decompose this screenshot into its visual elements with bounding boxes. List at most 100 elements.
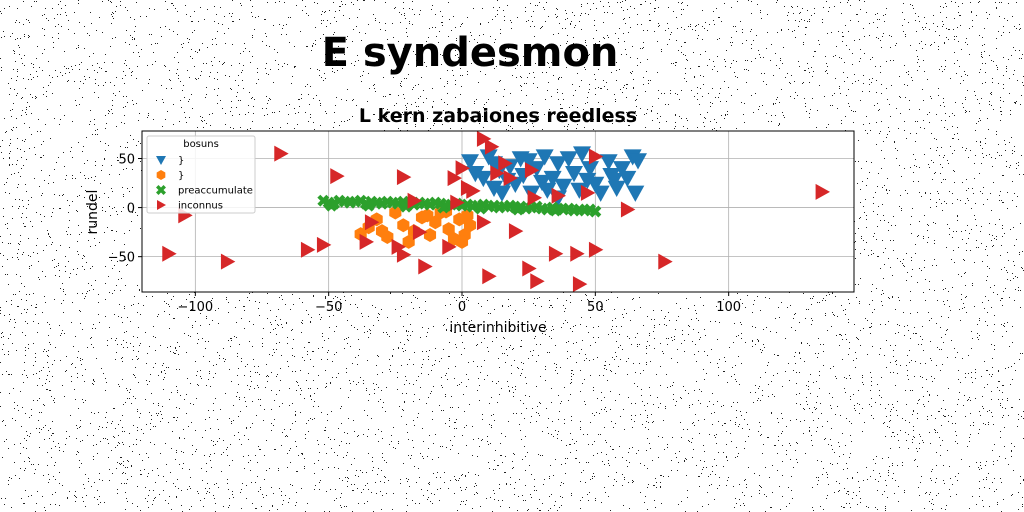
data-point xyxy=(397,218,410,233)
data-point xyxy=(412,224,428,241)
data-point xyxy=(572,276,588,293)
data-point xyxy=(815,183,830,200)
legend-label: preaccumulate xyxy=(178,186,253,197)
legend-entry: } xyxy=(156,170,184,182)
data-point xyxy=(359,233,374,250)
data-point xyxy=(442,238,457,255)
legend-label: inconnus xyxy=(178,201,223,212)
data-point xyxy=(447,170,462,187)
data-point xyxy=(613,161,631,178)
legend-marker xyxy=(156,185,166,195)
x-tick-label: 50 xyxy=(587,300,604,315)
data-point xyxy=(389,205,402,220)
legend-marker xyxy=(156,170,166,180)
data-point xyxy=(493,185,511,202)
data-point xyxy=(549,156,567,173)
data-point xyxy=(618,170,637,188)
y-tick-label: 0 xyxy=(127,202,135,217)
data-point xyxy=(543,170,562,188)
data-point xyxy=(466,182,481,199)
data-point xyxy=(549,204,562,217)
data-point xyxy=(490,165,505,182)
legend: bosuns }} preaccumulate inconnus xyxy=(146,135,256,214)
legend-entry: preaccumulate xyxy=(156,185,253,197)
data-point xyxy=(498,155,513,172)
data-point xyxy=(418,258,433,275)
x-axis-label: interinhibitive xyxy=(449,320,546,336)
data-point xyxy=(316,236,332,253)
data-point xyxy=(300,241,316,258)
y-axis-label: rundel xyxy=(85,190,101,235)
data-point xyxy=(364,214,380,231)
data-point xyxy=(484,138,500,155)
data-point xyxy=(620,201,636,218)
data-point xyxy=(485,180,503,197)
legend-label: } xyxy=(178,156,184,167)
data-point xyxy=(522,260,537,277)
legend-box xyxy=(146,135,256,214)
data-point xyxy=(508,223,524,240)
data-point xyxy=(538,182,557,199)
data-point xyxy=(599,154,618,171)
data-point xyxy=(482,268,497,285)
legend-entry: } xyxy=(156,156,184,167)
data-point xyxy=(605,172,623,190)
data-point xyxy=(407,192,422,209)
data-point xyxy=(476,214,492,231)
data-point xyxy=(450,194,465,211)
legend-marker xyxy=(156,156,166,165)
data-point xyxy=(362,199,375,212)
data-point xyxy=(573,146,591,163)
data-point xyxy=(421,208,434,223)
data-point xyxy=(330,168,345,185)
data-point xyxy=(658,253,673,270)
data-point xyxy=(626,185,645,202)
data-point xyxy=(512,203,524,216)
plot-frame xyxy=(141,130,855,293)
data-point xyxy=(162,245,177,262)
data-point xyxy=(589,205,602,218)
data-point xyxy=(391,238,406,255)
legend-entries: }} preaccumulate inconnus xyxy=(156,156,253,212)
x-tick-label: −100 xyxy=(177,300,213,315)
data-point xyxy=(551,187,566,204)
data-point xyxy=(548,245,564,262)
data-point xyxy=(588,241,604,258)
chart-title: L kern zabaiones reedless xyxy=(359,105,637,127)
data-point xyxy=(580,184,596,201)
data-point xyxy=(455,234,469,249)
legend-label: } xyxy=(178,171,184,182)
data-point xyxy=(455,160,470,177)
data-point xyxy=(591,185,610,202)
data-point xyxy=(554,178,573,195)
data-point xyxy=(396,169,412,186)
data-point xyxy=(423,228,437,243)
series-3 xyxy=(162,130,830,293)
data-point xyxy=(463,218,477,233)
figure-suptitle: E syndesmon xyxy=(321,30,619,76)
data-point xyxy=(402,234,415,249)
legend-marker xyxy=(157,200,166,210)
data-point xyxy=(442,222,455,237)
data-point xyxy=(437,201,450,214)
series-1 xyxy=(354,204,477,249)
y-tick-label: −50 xyxy=(108,251,135,266)
data-point xyxy=(559,151,578,168)
y-tick-label: 50 xyxy=(118,152,135,167)
series-0 xyxy=(461,146,647,207)
series-2 xyxy=(317,194,602,218)
legend-entry: inconnus xyxy=(157,200,223,212)
data-point xyxy=(586,176,605,194)
data-point xyxy=(476,130,492,147)
data-point xyxy=(581,161,599,178)
data-point xyxy=(588,148,604,165)
x-tick-label: −50 xyxy=(315,300,342,315)
legend-title: bosuns xyxy=(183,139,219,150)
data-point xyxy=(325,199,338,212)
data-point xyxy=(524,162,540,179)
x-tick-label: 0 xyxy=(458,300,466,315)
data-point xyxy=(535,149,554,166)
